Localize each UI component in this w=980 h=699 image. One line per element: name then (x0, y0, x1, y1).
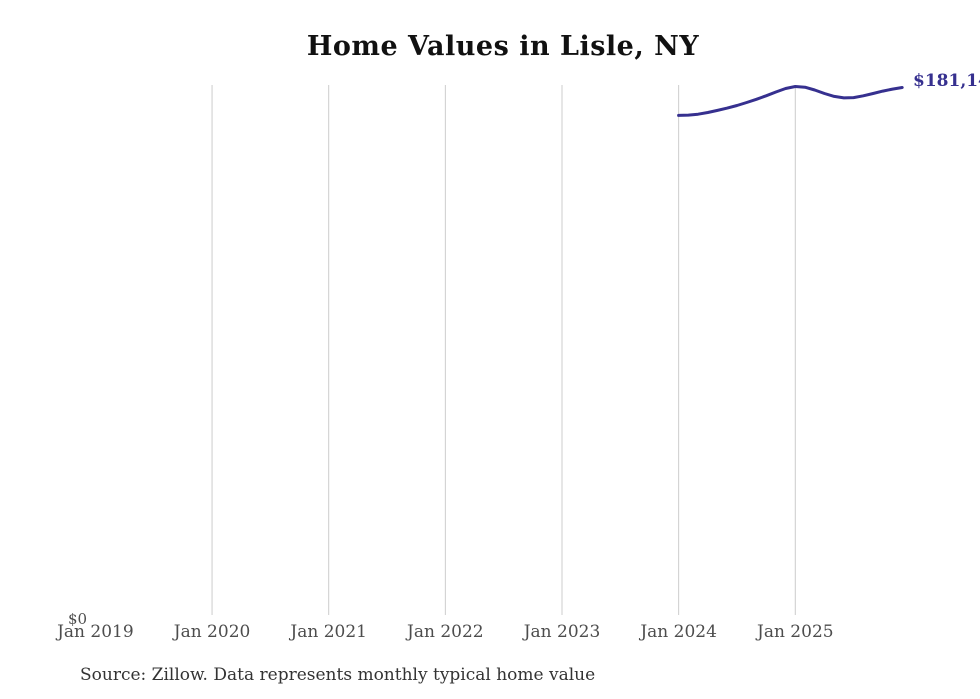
x-tick-label: Jan 2023 (523, 622, 601, 642)
x-tick-label: Jan 2020 (173, 622, 251, 642)
x-tick-label: Jan 2019 (57, 622, 134, 642)
x-tick-label: Jan 2025 (757, 622, 834, 642)
source-note: Source: Zillow. Data represents monthly … (80, 665, 596, 685)
y-axis-zero-label: $0 (68, 610, 88, 628)
home-value-line (677, 85, 904, 117)
end-value-label: $181,144 (913, 71, 980, 91)
x-tick-label: Jan 2021 (290, 622, 367, 642)
x-tick-label: Jan 2024 (640, 622, 717, 642)
gridlines (211, 85, 796, 615)
chart-title: Home Values in Lisle, NY (306, 31, 700, 62)
x-tick-label: Jan 2022 (407, 622, 484, 642)
